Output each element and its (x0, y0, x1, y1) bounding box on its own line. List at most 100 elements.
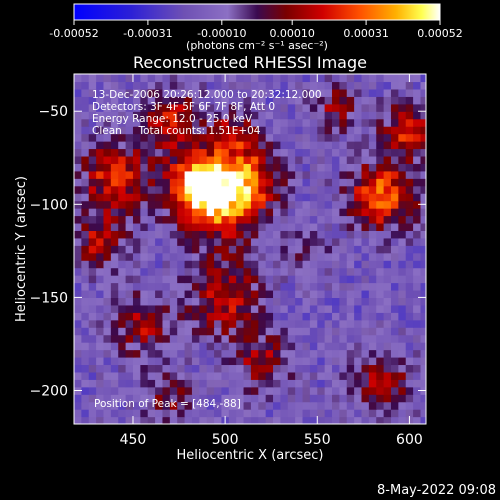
heatmap-cell (287, 327, 296, 336)
heatmap-cell (309, 371, 318, 380)
heatmap-cell (280, 289, 289, 299)
heatmap-cell (96, 386, 105, 395)
heatmap-cell (74, 155, 82, 164)
heatmap-cell (273, 275, 282, 284)
heatmap-cell (103, 193, 112, 202)
heatmap-cell (236, 193, 245, 202)
heatmap-cell (221, 252, 230, 261)
heatmap-cell (398, 118, 407, 127)
heatmap-cell (376, 96, 385, 105)
heatmap-cell (413, 193, 422, 202)
heatmap-cell (96, 193, 105, 202)
heatmap-cell (346, 185, 355, 194)
heatmap-cell (295, 170, 304, 179)
heatmap-cell (191, 155, 200, 164)
heatmap-cell (214, 319, 223, 328)
heatmap-cell (295, 282, 304, 291)
heatmap-cell (96, 208, 105, 217)
heatmap-cell (302, 260, 311, 269)
heatmap-cell (309, 386, 318, 395)
heatmap-cell (140, 81, 149, 90)
heatmap-cell (376, 267, 385, 276)
heatmap-cell (206, 342, 215, 351)
heatmap-cell (74, 416, 82, 424)
heatmap-cell (132, 237, 141, 246)
heatmap-cell (206, 386, 215, 395)
heatmap-cell (221, 245, 230, 254)
heatmap-cell (405, 334, 414, 343)
heatmap-cell (140, 215, 149, 224)
heatmap-cell (390, 141, 399, 150)
heatmap-cell (184, 297, 193, 306)
heatmap-cell (132, 208, 141, 217)
heatmap-cell (339, 163, 348, 172)
heatmap-cell (398, 222, 407, 231)
heatmap-cell (118, 252, 127, 261)
heatmap-cell (206, 237, 215, 246)
heatmap-cell (302, 327, 311, 336)
heatmap-cell (155, 289, 164, 299)
heatmap-cell (302, 356, 311, 366)
heatmap-cell (214, 155, 223, 164)
heatmap-cell (361, 178, 370, 187)
heatmap-cell (74, 304, 82, 313)
heatmap-cell (184, 111, 193, 120)
heatmap-cell (147, 349, 156, 358)
heatmap-cell (265, 334, 274, 343)
heatmap-cell (354, 386, 363, 395)
heatmap-cell (103, 148, 112, 157)
heatmap-cell (177, 349, 186, 358)
heatmap-cell (191, 327, 200, 336)
heatmap-cell (147, 304, 156, 313)
heatmap-cell (140, 74, 149, 83)
heatmap-cell (361, 289, 370, 299)
heatmap-cell (110, 74, 119, 83)
heatmap-cell (81, 371, 90, 380)
heatmap-cell (81, 394, 90, 403)
heatmap-cell (243, 312, 252, 321)
heatmap-cell (302, 319, 311, 328)
heatmap-cell (243, 148, 252, 157)
heatmap-cell (346, 178, 355, 187)
heatmap-cell (280, 170, 289, 179)
heatmap-cell (140, 245, 149, 254)
heatmap-cell (81, 401, 90, 410)
heatmap-cell (206, 74, 215, 83)
heatmap-cell (295, 111, 304, 120)
heatmap-cell (346, 88, 355, 97)
heatmap-cell (88, 141, 97, 150)
heatmap-cell (206, 319, 215, 328)
heatmap-cell (258, 327, 267, 336)
heatmap-cell (258, 193, 267, 202)
heatmap-cell (383, 282, 392, 291)
heatmap-cell (243, 215, 252, 224)
heatmap-cell (258, 349, 267, 358)
heatmap-cell (199, 141, 208, 150)
heatmap-cell (265, 111, 274, 120)
heatmap-cell (162, 81, 171, 90)
heatmap-cell (177, 401, 186, 410)
heatmap-cell (368, 230, 377, 239)
heatmap-cell (228, 74, 237, 83)
heatmap-cell (250, 267, 259, 276)
heatmap-cell (280, 141, 289, 150)
heatmap-cell (140, 342, 149, 351)
heatmap-cell (169, 267, 178, 276)
heatmap-cell (88, 267, 97, 276)
heatmap-cell (302, 416, 311, 424)
heatmap-cell (295, 379, 304, 388)
heatmap-cell (214, 371, 223, 380)
heatmap-cell (88, 193, 97, 202)
heatmap-cell (140, 334, 149, 343)
heatmap-cell (88, 88, 97, 97)
heatmap-cell (155, 401, 164, 410)
heatmap-cell (88, 133, 97, 142)
heatmap-cell (376, 364, 385, 373)
heatmap-cell (88, 148, 97, 157)
heatmap-cell (132, 297, 141, 306)
heatmap-cell (346, 155, 355, 164)
heatmap-cell (368, 118, 377, 127)
heatmap-cell (361, 193, 370, 202)
heatmap-cell (110, 81, 119, 90)
heatmap-cell (81, 327, 90, 336)
